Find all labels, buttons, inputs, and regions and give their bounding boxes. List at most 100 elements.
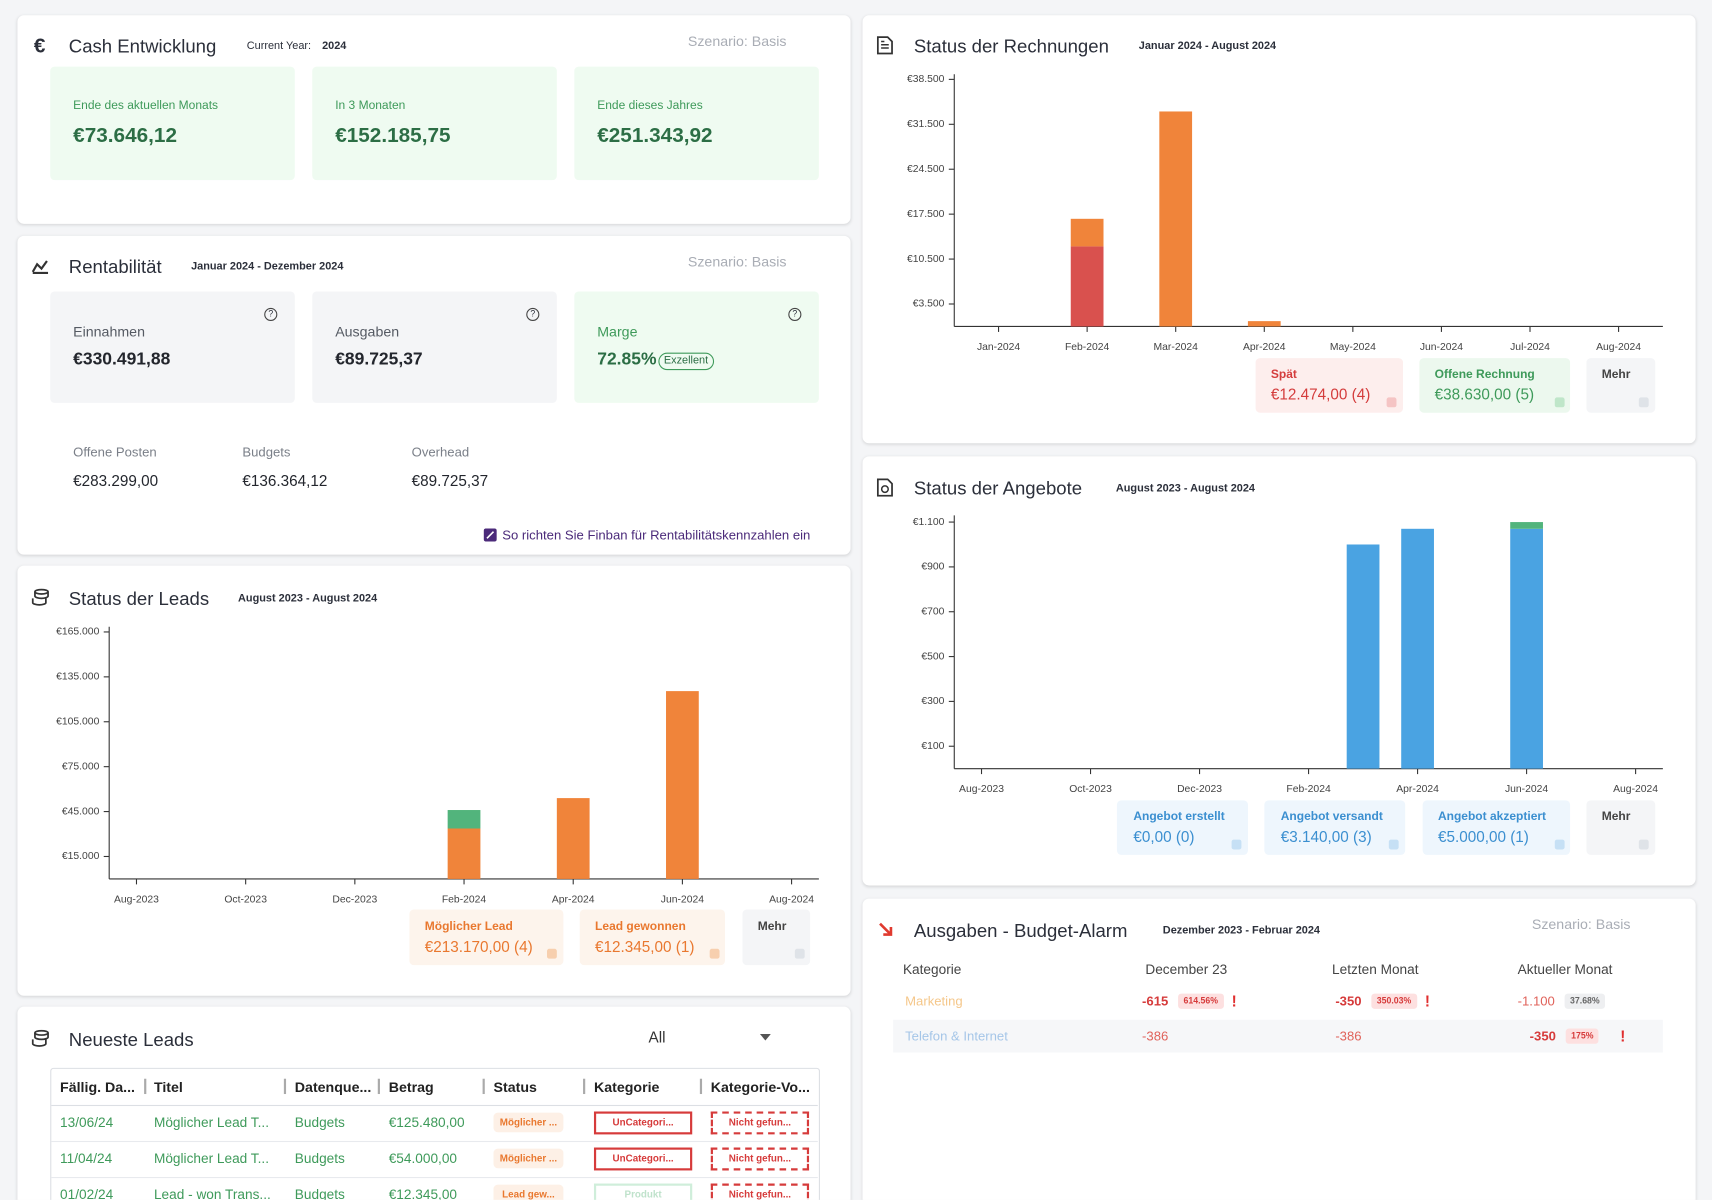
kpi-label: Ende des aktuellen Monats xyxy=(73,99,219,113)
open-icon[interactable] xyxy=(794,948,805,959)
alert-mark: ! xyxy=(1231,992,1237,1010)
period: Dezember 2023 - Februar 2024 xyxy=(1162,924,1320,937)
legend-tile[interactable] xyxy=(409,909,564,966)
help-icon[interactable]: ? xyxy=(526,307,540,322)
column-header[interactable]: Kategorie xyxy=(593,1078,660,1096)
card-title: Ausgaben - Budget-Alarm xyxy=(913,920,1128,942)
open-icon[interactable] xyxy=(1554,397,1565,408)
card-title: Status der Rechnungen xyxy=(913,36,1109,57)
year-label: Current Year: xyxy=(246,40,312,53)
column-header[interactable]: Titel xyxy=(153,1078,183,1096)
table-cell: Budgets xyxy=(294,1186,345,1200)
column-separator xyxy=(283,1078,286,1095)
legend-name: Offene Rechnung xyxy=(1434,367,1535,382)
kpi-tile xyxy=(50,291,295,403)
column-header[interactable]: Fällig. Da... xyxy=(60,1078,135,1096)
column-header[interactable]: Datenque... xyxy=(294,1078,372,1096)
period: August 2023 - August 2024 xyxy=(238,592,378,605)
budget-value: -350 xyxy=(1529,1028,1556,1044)
open-icon[interactable] xyxy=(1638,397,1649,408)
stat-label: Offene Posten xyxy=(73,444,157,460)
kpi-tile xyxy=(574,66,819,181)
legend-summary: €12.345,00 (1) xyxy=(595,937,695,956)
legend-summary: €0,00 (0) xyxy=(1133,827,1195,846)
row-divider xyxy=(51,1140,818,1143)
legend-name: Angebot akzeptiert xyxy=(1437,810,1547,824)
legend-tile[interactable] xyxy=(1255,358,1404,413)
category-pill[interactable]: UnCategori... xyxy=(593,1147,693,1171)
kpi-tile xyxy=(574,291,819,403)
column-header[interactable]: Status xyxy=(493,1078,537,1096)
column-separator xyxy=(377,1078,380,1095)
table-cell: €12.345,00 xyxy=(388,1186,458,1200)
legend-tile[interactable] xyxy=(1264,800,1406,855)
scenario: Szenario: Basis xyxy=(1531,916,1631,933)
table-cell: Lead - won Trans... xyxy=(153,1186,271,1200)
column-header[interactable]: Kategorie-Vo... xyxy=(710,1078,810,1096)
legend-tile[interactable] xyxy=(1419,358,1571,413)
category-pill[interactable]: UnCategori... xyxy=(593,1111,693,1135)
kpi-value: €89.725,37 xyxy=(335,350,423,370)
legend-tile[interactable] xyxy=(579,909,725,966)
open-icon[interactable] xyxy=(1388,839,1399,850)
budget-value: -1.100 xyxy=(1517,993,1555,1009)
kpi-label: Einnahmen xyxy=(73,323,145,340)
table-cell: Möglicher Lead T... xyxy=(153,1114,270,1131)
status-pill: Möglicher ... xyxy=(493,1148,564,1169)
year: 2024 xyxy=(322,40,347,53)
open-icon[interactable] xyxy=(547,948,557,959)
card-title: Neueste Leads xyxy=(68,1029,194,1051)
more-label[interactable]: Mehr xyxy=(1601,367,1631,382)
open-icon[interactable] xyxy=(1386,397,1397,408)
legend-summary: €38.630,00 (5) xyxy=(1434,385,1535,403)
kpi-label: Marge xyxy=(597,323,638,340)
period: August 2023 - August 2024 xyxy=(1115,482,1256,495)
category-pill[interactable]: Produkt xyxy=(593,1183,693,1200)
column-separator xyxy=(583,1078,585,1095)
legend-name: Spät xyxy=(1270,367,1297,382)
open-icon[interactable] xyxy=(709,948,720,959)
row-background xyxy=(893,1019,1663,1053)
category-default-pill[interactable]: Nicht gefun... xyxy=(710,1147,810,1171)
filter-select[interactable]: All xyxy=(648,1028,666,1046)
kpi-tile xyxy=(312,291,557,403)
column-header[interactable]: Betrag xyxy=(388,1078,434,1096)
open-icon[interactable] xyxy=(1554,839,1565,850)
legend-tile[interactable] xyxy=(1116,800,1248,855)
help-link[interactable]: So richten Sie Finban für Rentabilitätsk… xyxy=(502,527,811,543)
period: Januar 2024 - Dezember 2024 xyxy=(191,260,344,273)
kpi-value: €330.491,88 xyxy=(73,350,171,370)
margin-badge: Exzellent xyxy=(658,352,714,371)
open-icon[interactable] xyxy=(1231,839,1242,850)
more-label[interactable]: Mehr xyxy=(757,920,787,934)
alert-mark: ! xyxy=(1620,1027,1626,1045)
kpi-label: In 3 Monaten xyxy=(335,99,406,113)
more-label[interactable]: Mehr xyxy=(1601,810,1631,824)
budget-value: -350 xyxy=(1335,993,1362,1009)
legend-name: Angebot erstellt xyxy=(1133,810,1225,824)
kpi-label: Ende dieses Jahres xyxy=(597,99,703,113)
legend-name: Lead gewonnen xyxy=(595,920,686,934)
open-icon[interactable] xyxy=(1638,839,1649,850)
budget-share: 350.03% xyxy=(1371,993,1417,1009)
category-default-pill[interactable]: Nicht gefun... xyxy=(710,1111,810,1135)
cash-icon: € xyxy=(33,34,46,58)
help-icon[interactable]: ? xyxy=(788,307,802,322)
period: Januar 2024 - August 2024 xyxy=(1138,40,1277,53)
budget-share: 614.56% xyxy=(1178,993,1224,1009)
document-icon xyxy=(876,478,893,497)
alarm-arrow-icon xyxy=(879,922,893,936)
budget-value: -386 xyxy=(1335,1028,1362,1044)
document-icon xyxy=(876,36,893,55)
column-header: Kategorie xyxy=(902,961,962,978)
category-default-pill[interactable]: Nicht gefun... xyxy=(710,1183,810,1200)
kpi-value: 72.85% xyxy=(597,350,657,370)
alert-mark: ! xyxy=(1424,992,1430,1010)
column-separator xyxy=(699,1078,702,1095)
kpi-value: €251.343,92 xyxy=(597,124,713,148)
legend-tile[interactable] xyxy=(1422,800,1571,855)
dropdown-caret[interactable] xyxy=(759,1033,771,1041)
card-title: Status der Angebote xyxy=(913,478,1083,499)
help-icon[interactable]: ? xyxy=(264,307,278,322)
